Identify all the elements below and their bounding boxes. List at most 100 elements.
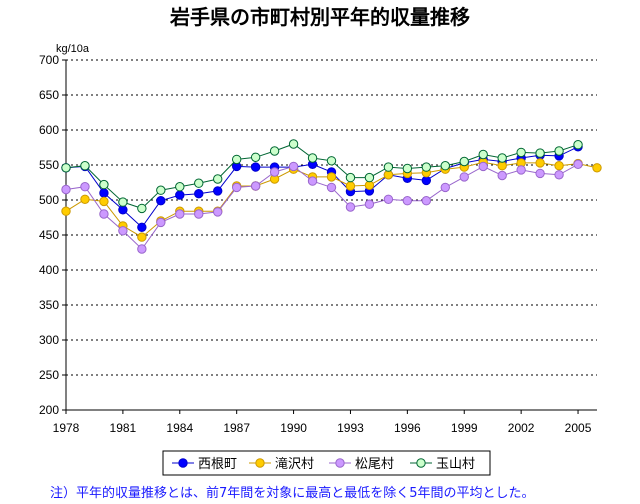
legend-label-玉山村: 玉山村 xyxy=(436,457,475,472)
data-point-玉山村-1982 xyxy=(137,203,147,214)
data-point-松尾村-1996 xyxy=(402,196,413,206)
data-point-松尾村-1993 xyxy=(345,202,356,212)
data-point-玉山村-1979 xyxy=(80,161,90,171)
data-point-松尾村-1997 xyxy=(421,196,432,206)
y-tick-label-250: 250 xyxy=(39,368,59,382)
x-tick-label-2002: 2002 xyxy=(508,421,535,435)
data-point-西根町-1986 xyxy=(213,186,223,196)
data-point-松尾村-1994 xyxy=(364,199,375,209)
x-tick-label-1981: 1981 xyxy=(110,421,137,435)
data-point-松尾村-1980 xyxy=(99,209,109,219)
data-point-松尾村-1992 xyxy=(326,182,337,193)
y-axis-unit: kg/10a xyxy=(56,43,90,55)
data-point-西根町-1997 xyxy=(421,175,432,186)
y-tick-label-300: 300 xyxy=(39,333,59,347)
legend-label-松尾村: 松尾村 xyxy=(355,457,394,472)
y-tick-label-650: 650 xyxy=(39,88,59,102)
data-point-松尾村-1979 xyxy=(80,182,90,192)
data-point-玉山村-2002 xyxy=(516,147,526,158)
data-point-西根町-1982 xyxy=(137,222,147,233)
data-point-玉山村-2000 xyxy=(478,149,488,160)
data-point-松尾村-1995 xyxy=(383,194,394,205)
data-point-松尾村-1987 xyxy=(231,182,242,193)
x-tick-labels: 1978 1981 1984 1987 1990 1993 1996 1999 2002 2005 xyxy=(53,410,592,435)
chart-title: 岩手県の市町村別平年的収量推移 xyxy=(169,5,470,29)
data-point-玉山村-1978 xyxy=(61,163,71,173)
data-point-松尾村-1988 xyxy=(250,181,261,191)
data-point-松尾村-1983 xyxy=(156,217,166,228)
legend-marker-滝沢村 xyxy=(255,458,265,468)
data-point-玉山村-1985 xyxy=(194,178,204,188)
data-point-玉山村-1981 xyxy=(118,197,128,207)
y-tick-label-200: 200 xyxy=(39,403,59,417)
data-point-玉山村-1987 xyxy=(231,154,242,165)
data-point-滝沢村-1992 xyxy=(326,172,337,182)
data-point-玉山村-1999 xyxy=(459,156,469,167)
data-point-滝沢村-2004 xyxy=(554,161,564,171)
data-point-玉山村-1994 xyxy=(364,172,375,183)
data-point-松尾村-1989 xyxy=(269,167,280,177)
data-point-西根町-1980 xyxy=(99,188,109,198)
data-point-滝沢村-2006 xyxy=(592,163,602,173)
x-tick-label-2005: 2005 xyxy=(565,421,592,435)
y-tick-label-450: 450 xyxy=(39,228,59,242)
x-tick-label-1996: 1996 xyxy=(394,421,421,435)
data-point-玉山村-1995 xyxy=(383,162,394,172)
data-point-松尾村-2002 xyxy=(516,165,526,175)
data-point-松尾村-1984 xyxy=(175,209,185,219)
data-point-玉山村-1986 xyxy=(213,174,223,184)
data-point-玉山村-1988 xyxy=(250,152,261,163)
data-point-滝沢村-1980 xyxy=(99,196,109,207)
series-玉山村 xyxy=(61,139,583,214)
x-tick-label-1990: 1990 xyxy=(280,421,307,435)
data-point-松尾村-2004 xyxy=(554,170,564,180)
data-point-松尾村-1982 xyxy=(137,244,147,254)
x-tick-label-1993: 1993 xyxy=(337,421,364,435)
series-group xyxy=(61,139,602,254)
data-point-松尾村-2000 xyxy=(478,161,488,172)
data-point-玉山村-1980 xyxy=(99,179,109,190)
data-point-玉山村-2001 xyxy=(497,153,507,163)
gridlines xyxy=(66,59,597,376)
y-tick-label-600: 600 xyxy=(39,123,59,137)
y-tick-label-700: 700 xyxy=(39,53,59,67)
data-point-西根町-1985 xyxy=(194,189,204,199)
legend-marker-玉山村 xyxy=(416,458,426,468)
data-point-玉山村-2005 xyxy=(573,140,583,150)
data-point-西根町-1983 xyxy=(156,196,166,206)
legend-label-滝沢村: 滝沢村 xyxy=(275,457,314,472)
series-line-松尾村 xyxy=(65,163,579,250)
data-point-玉山村-1984 xyxy=(175,182,185,192)
data-point-松尾村-1986 xyxy=(213,207,223,217)
data-point-玉山村-2003 xyxy=(535,148,545,158)
x-tick-label-1978: 1978 xyxy=(53,421,80,435)
data-point-松尾村-1998 xyxy=(440,182,450,193)
y-tick-label-350: 350 xyxy=(39,298,59,312)
x-tick-label-1987: 1987 xyxy=(223,421,250,435)
data-point-滝沢村-1994 xyxy=(364,180,375,191)
data-point-玉山村-1996 xyxy=(402,163,413,174)
data-point-玉山村-1998 xyxy=(440,161,450,171)
data-point-松尾村-1981 xyxy=(118,226,128,236)
data-point-玉山村-2004 xyxy=(554,146,564,156)
data-point-滝沢村-1982 xyxy=(137,232,147,242)
y-tick-label-400: 400 xyxy=(39,263,59,277)
data-point-松尾村-1985 xyxy=(194,209,204,219)
legend-marker-西根町 xyxy=(178,458,188,468)
data-point-松尾村-1991 xyxy=(307,176,318,186)
data-point-玉山村-1993 xyxy=(345,172,356,183)
legend-box xyxy=(162,450,491,476)
data-point-松尾村-2001 xyxy=(497,170,507,181)
data-point-玉山村-1997 xyxy=(421,162,432,172)
data-point-松尾村-1990 xyxy=(288,161,299,172)
data-point-西根町-1984 xyxy=(175,190,185,200)
series-line-玉山村 xyxy=(65,143,579,209)
data-point-松尾村-1978 xyxy=(61,184,71,195)
legend-marker-松尾村 xyxy=(335,458,345,468)
legend-label-西根町: 西根町 xyxy=(198,457,237,472)
data-point-松尾村-1999 xyxy=(459,172,469,182)
x-tick-label-1999: 1999 xyxy=(451,421,478,435)
data-point-滝沢村-1995 xyxy=(383,170,394,180)
footnote: 注）平年的収量推移とは、前7年間を対象に最高と最低を除く5年間の平均とした。 xyxy=(50,485,535,501)
data-point-玉山村-1990 xyxy=(288,139,299,149)
